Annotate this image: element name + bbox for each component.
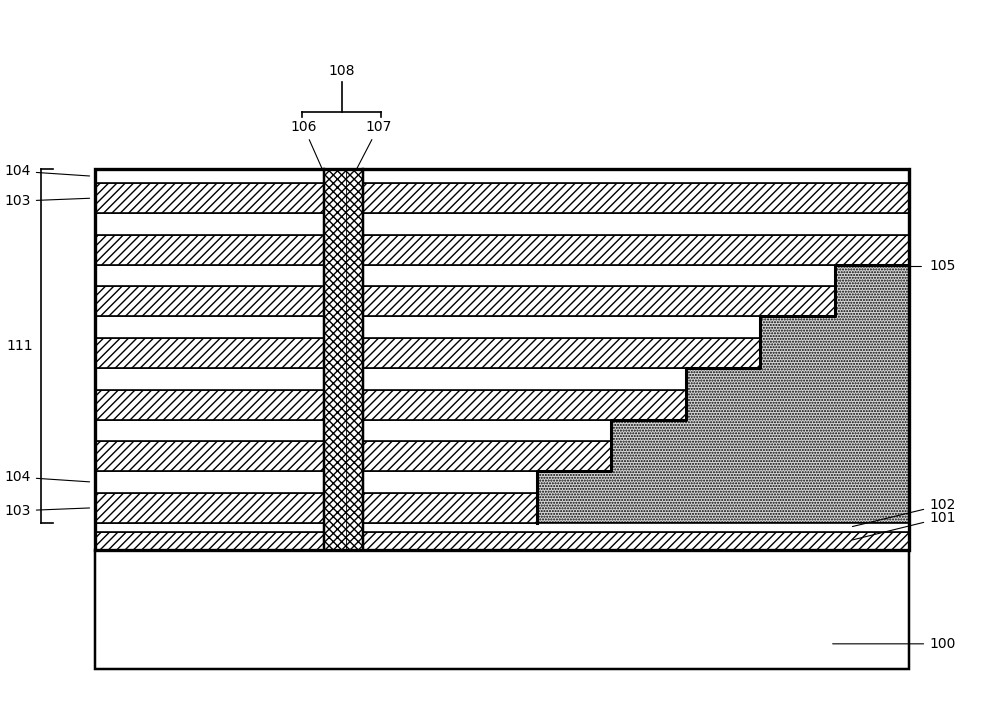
Bar <box>95 390 686 419</box>
Bar <box>95 235 909 265</box>
Text: 111: 111 <box>6 339 33 353</box>
Text: 101: 101 <box>852 510 956 540</box>
Bar <box>95 441 611 471</box>
Text: 100: 100 <box>833 637 956 651</box>
Bar <box>95 169 909 549</box>
Bar <box>95 316 760 338</box>
Text: 106: 106 <box>291 120 326 176</box>
Polygon shape <box>537 169 909 522</box>
Bar <box>95 419 611 441</box>
Bar <box>95 471 537 493</box>
Bar <box>95 532 909 549</box>
Text: 107: 107 <box>353 120 391 176</box>
Bar <box>95 169 909 184</box>
Bar <box>95 338 760 368</box>
Bar <box>95 522 909 532</box>
Bar <box>324 169 363 549</box>
Bar <box>95 287 835 316</box>
Text: 103: 103 <box>4 504 90 517</box>
Text: 104: 104 <box>4 470 90 484</box>
Bar <box>95 368 686 390</box>
Text: 102: 102 <box>852 498 956 527</box>
Bar <box>95 549 909 669</box>
Text: 11: 11 <box>652 318 671 333</box>
Bar <box>95 213 909 235</box>
Bar <box>324 169 363 549</box>
Bar <box>95 493 537 522</box>
Text: 104: 104 <box>4 164 90 178</box>
Bar <box>95 265 835 287</box>
Text: 108: 108 <box>328 64 355 78</box>
Text: 103: 103 <box>4 194 90 208</box>
Text: 105: 105 <box>929 260 956 273</box>
Bar <box>95 184 909 213</box>
